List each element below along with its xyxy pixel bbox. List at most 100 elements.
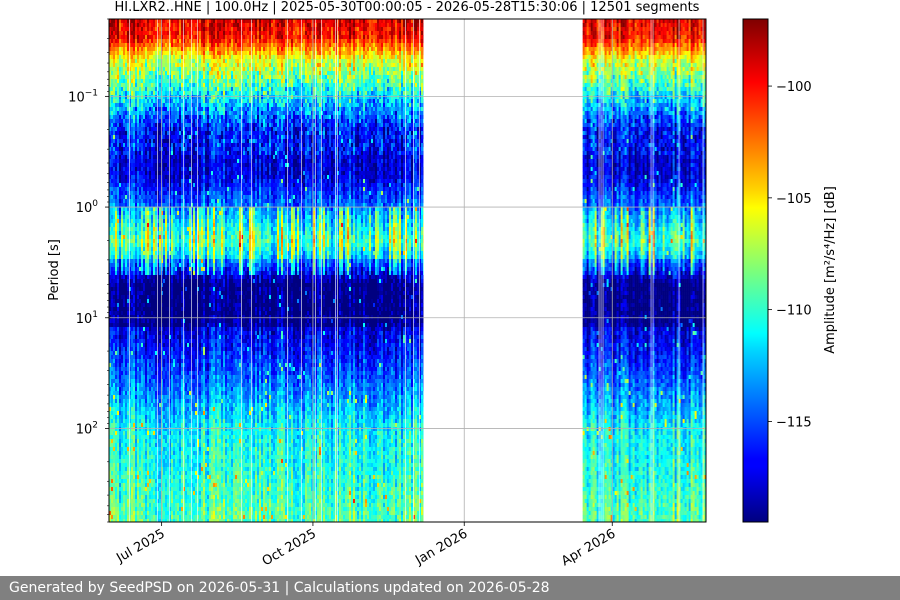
heatmap-cell [125, 275, 127, 279]
heatmap-cell [119, 279, 121, 283]
heatmap-cell [111, 407, 113, 411]
heatmap-cell [127, 487, 129, 491]
heatmap-cell [127, 467, 129, 471]
heatmap-cell [119, 43, 121, 47]
heatmap-cell [119, 519, 121, 523]
heatmap-cell [113, 479, 115, 483]
heatmap-cell [115, 279, 117, 283]
heatmap-cell [113, 499, 115, 503]
heatmap-cell [125, 27, 127, 31]
heatmap-cell [125, 455, 127, 459]
heatmap-cell [111, 327, 113, 331]
heatmap-cell [125, 67, 127, 71]
heatmap-cell [117, 43, 119, 47]
heatmap-cell [125, 71, 127, 75]
heatmap-cell [123, 427, 125, 431]
heatmap-cell [111, 187, 113, 191]
heatmap-cell [111, 439, 113, 443]
heatmap-cell [127, 183, 129, 187]
heatmap-cell [123, 223, 125, 227]
heatmap-cell [127, 315, 129, 319]
heatmap-cell [121, 107, 123, 111]
heatmap-cell [111, 355, 113, 359]
heatmap-cell [127, 199, 129, 203]
heatmap-cell [121, 259, 123, 263]
heatmap-cell [125, 267, 127, 271]
heatmap-cell [111, 483, 113, 487]
heatmap-cell [111, 195, 113, 199]
heatmap-cell [115, 27, 117, 31]
heatmap-cell [115, 43, 117, 47]
heatmap-cell [119, 183, 121, 187]
heatmap-cell [115, 99, 117, 103]
heatmap-cell [123, 511, 125, 515]
heatmap-cell [125, 415, 127, 419]
heatmap-cell [111, 71, 113, 75]
heatmap-cell [119, 311, 121, 315]
heatmap-cell [119, 39, 121, 43]
heatmap-cell [121, 71, 123, 75]
heatmap-cell [119, 303, 121, 307]
heatmap-cell [117, 315, 119, 319]
heatmap-cell [123, 443, 125, 447]
heatmap-cell [127, 379, 129, 383]
heatmap-cell [127, 491, 129, 495]
heatmap-cell [125, 143, 127, 147]
heatmap-cell [119, 343, 121, 347]
heatmap-cell [125, 203, 127, 207]
heatmap-cell [123, 231, 125, 235]
heatmap-cell [113, 251, 115, 255]
heatmap-cell [115, 63, 117, 67]
heatmap-cell [123, 439, 125, 443]
heatmap-cell [113, 39, 115, 43]
heatmap-cell [111, 215, 113, 219]
heatmap-cell [125, 463, 127, 467]
heatmap-cell [127, 211, 129, 215]
heatmap-cell [127, 251, 129, 255]
heatmap-cell [125, 231, 127, 235]
heatmap-cell [113, 299, 115, 303]
heatmap-cell [115, 219, 117, 223]
heatmap-cell [115, 123, 117, 127]
heatmap-cell [117, 319, 119, 323]
heatmap-cell [125, 147, 127, 151]
heatmap-cell [123, 471, 125, 475]
heatmap-cell [113, 83, 115, 87]
heatmap-cell [115, 215, 117, 219]
heatmap-cell [125, 419, 127, 423]
heatmap-cell [121, 287, 123, 291]
heatmap-cell [123, 187, 125, 191]
heatmap-cell [127, 443, 129, 447]
heatmap-cell [113, 303, 115, 307]
heatmap-cell [117, 363, 119, 367]
heatmap-cell [119, 283, 121, 287]
heatmap-cell [121, 327, 123, 331]
heatmap-cell [115, 471, 117, 475]
heatmap-cell [113, 275, 115, 279]
heatmap-cell [121, 47, 123, 51]
heatmap-cell [111, 287, 113, 291]
heatmap-cell [117, 487, 119, 491]
heatmap-cell [113, 291, 115, 295]
heatmap-cell [123, 307, 125, 311]
heatmap-cell [125, 43, 127, 47]
heatmap-cell [123, 263, 125, 267]
heatmap-cell [121, 391, 123, 395]
heatmap-cell [123, 467, 125, 471]
heatmap-cell [123, 127, 125, 131]
heatmap-cell [125, 247, 127, 251]
heatmap-cell [125, 479, 127, 483]
heatmap-cell [121, 283, 123, 287]
heatmap-cell [125, 399, 127, 403]
heatmap-cell [117, 239, 119, 243]
heatmap-cell [111, 403, 113, 407]
heatmap-cell [121, 363, 123, 367]
heatmap-cell [125, 495, 127, 499]
heatmap-cell [123, 115, 125, 119]
heatmap-cell [117, 19, 119, 23]
heatmap-cell [115, 31, 117, 35]
heatmap-cell [125, 55, 127, 59]
heatmap-cell [127, 127, 129, 131]
heatmap-cell [123, 375, 125, 379]
heatmap-cell [117, 491, 119, 495]
